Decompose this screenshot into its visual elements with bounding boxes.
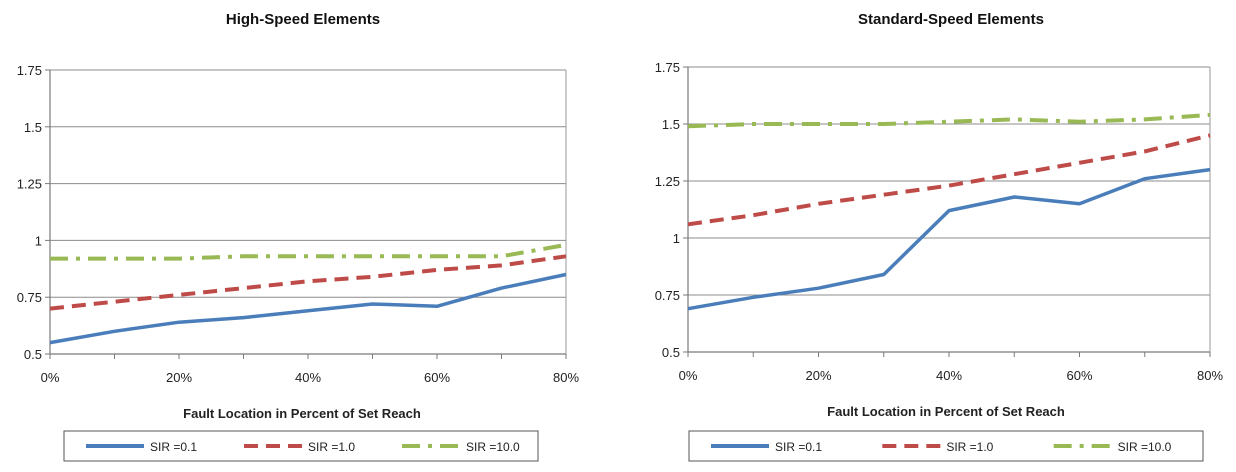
series-line-2 — [687, 133, 1211, 227]
y-tick-label: 1.5 — [662, 117, 680, 132]
y-tick-label: 1 — [673, 231, 680, 246]
chart-title: Standard-Speed Elements — [858, 11, 1044, 28]
y-tick-label: 1.25 — [655, 174, 680, 189]
x-tick-label: 60% — [1066, 368, 1092, 383]
x-tick-label: 80% — [553, 370, 579, 385]
x-tick-label: 40% — [936, 368, 962, 383]
chart-panel-2: Standard-Speed Elements 0.5 0.75 1 1.25 1.5 1.… — [655, 11, 1223, 462]
x-tick-label: 60% — [424, 370, 450, 385]
series-line-1 — [687, 167, 1211, 311]
legend: SIR =0.1 SIR =1.0 SIR =10.0 — [63, 430, 539, 462]
legend-label-2: SIR =1.0 — [946, 440, 993, 454]
legend-label-1: SIR =0.1 — [150, 440, 197, 454]
y-tick-label: 0.5 — [24, 347, 42, 362]
y-tick-label: 0.75 — [17, 290, 42, 305]
y-tick-label: 1.75 — [17, 63, 42, 78]
chart-panel-1: High-Speed Elements 0.5 0.75 1 1.25 1.5 1.75 0%… — [17, 11, 579, 462]
x-tick-label: 80% — [1197, 368, 1223, 383]
legend: SIR =0.1 SIR =1.0 SIR =10.0 — [688, 430, 1204, 462]
x-tick-label: 0% — [41, 370, 60, 385]
y-tick-label: 1.5 — [24, 120, 42, 135]
legend-label-3: SIR =10.0 — [466, 440, 520, 454]
y-tick-label: 1 — [35, 233, 42, 248]
x-tick-label: 20% — [166, 370, 192, 385]
legend-label-3: SIR =10.0 — [1118, 440, 1172, 454]
chart-title: High-Speed Elements — [226, 11, 380, 28]
legend-box — [688, 430, 1204, 462]
x-axis-label: Fault Location in Percent of Set Reach — [183, 406, 421, 421]
series-line-3 — [50, 242, 567, 261]
x-tick-label: 40% — [295, 370, 321, 385]
y-tick-label: 1.25 — [17, 177, 42, 192]
series-line-2 — [49, 254, 567, 311]
series-line-3 — [687, 112, 1211, 129]
x-tick-label: 0% — [679, 368, 698, 383]
y-tick-label: 0.75 — [655, 288, 680, 303]
series-line-1 — [49, 272, 567, 345]
x-tick-label: 20% — [805, 368, 831, 383]
legend-label-2: SIR =1.0 — [308, 440, 355, 454]
y-tick-label: 1.75 — [655, 60, 680, 75]
legend-label-1: SIR =0.1 — [775, 440, 822, 454]
x-axis-label: Fault Location in Percent of Set Reach — [827, 404, 1065, 419]
y-tick-label: 0.5 — [662, 345, 680, 360]
